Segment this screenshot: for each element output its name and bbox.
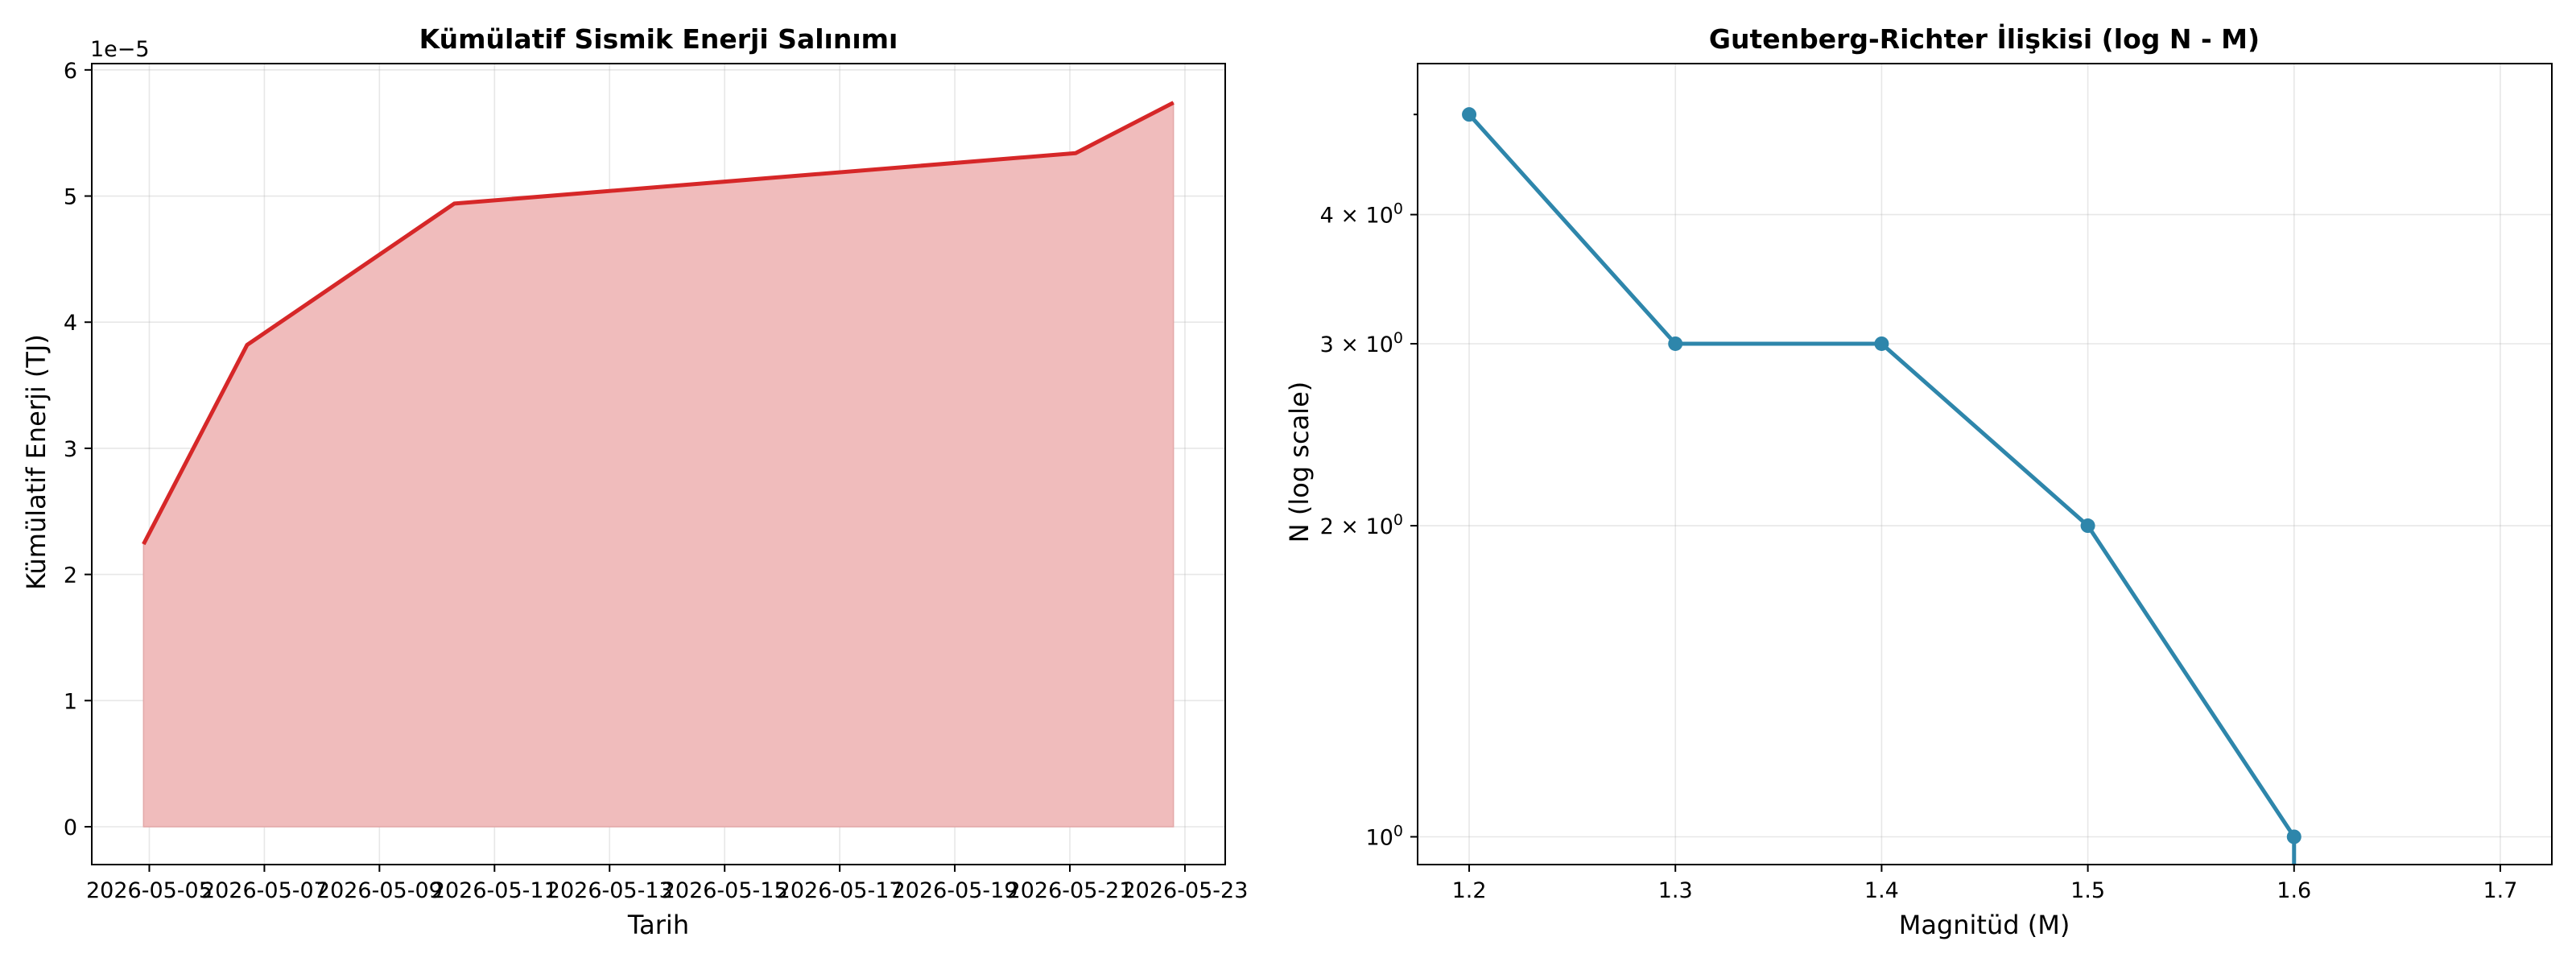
gr-data-point — [2080, 518, 2095, 534]
energy-y-tick-label: 5 — [64, 185, 77, 210]
energy-chart-xlabel: Tarih — [627, 910, 689, 940]
gr-y-tick-base: 10 — [1366, 332, 1393, 357]
gr-points — [1462, 107, 2301, 865]
energy-line — [142, 101, 1174, 546]
energy-chart-ticks: 2026-05-052026-05-072026-05-092026-05-11… — [64, 59, 1249, 903]
energy-y-offset-label: 1e−5 — [90, 37, 150, 62]
gr-y-tick-label: 2 × 100 — [1320, 511, 1403, 539]
gr-y-tick-mantissa: 2 × — [1320, 514, 1366, 539]
gr-data-point — [1874, 336, 1889, 351]
gr-chart-xlabel: Magnitüd (M) — [1899, 910, 2070, 940]
energy-chart: 2026-05-052026-05-072026-05-092026-05-11… — [21, 23, 1248, 940]
gr-data-point — [1668, 336, 1683, 351]
gr-y-tick-exponent: 0 — [1393, 823, 1403, 840]
energy-x-tick-label: 2026-05-23 — [1122, 878, 1249, 903]
gr-y-tick-mantissa: 4 × — [1320, 204, 1366, 229]
gr-y-tick-base: 10 — [1366, 514, 1393, 539]
gr-y-tick-exponent: 0 — [1393, 200, 1403, 218]
gr-y-tick-label: 4 × 100 — [1320, 200, 1403, 229]
energy-y-tick-label: 1 — [64, 689, 77, 714]
energy-chart-title: Kümülatif Sismik Enerji Salınımı — [419, 23, 898, 55]
energy-y-tick-label: 3 — [64, 437, 77, 462]
energy-x-tick-label: 2026-05-15 — [662, 878, 788, 903]
gr-y-tick-base: 10 — [1366, 204, 1393, 229]
energy-x-tick-label: 2026-05-07 — [201, 878, 328, 903]
gr-y-tick-label: 3 × 100 — [1320, 329, 1403, 357]
energy-y-tick-label: 4 — [64, 311, 77, 336]
gr-y-tick-label: 100 — [1366, 823, 1403, 851]
energy-y-tick-label: 2 — [64, 564, 77, 588]
gr-data-point — [1462, 107, 1477, 122]
energy-x-tick-label: 2026-05-11 — [431, 878, 558, 903]
energy-x-tick-label: 2026-05-19 — [892, 878, 1018, 903]
energy-chart-ylabel: Kümülatif Enerji (TJ) — [21, 334, 52, 590]
energy-x-tick-label: 2026-05-05 — [86, 878, 213, 903]
gr-x-tick-label: 1.5 — [2070, 878, 2105, 903]
gr-y-tick-exponent: 0 — [1393, 329, 1403, 347]
gr-x-tick-label: 1.6 — [2277, 878, 2311, 903]
gr-chart-ylabel: N (log scale) — [1284, 382, 1315, 543]
gr-x-tick-label: 1.4 — [1864, 878, 1899, 903]
gr-x-tick-label: 1.2 — [1452, 878, 1487, 903]
energy-y-tick-label: 0 — [64, 815, 77, 840]
energy-chart-frame — [91, 63, 1226, 865]
energy-x-tick-label: 2026-05-09 — [316, 878, 443, 903]
energy-y-tick-label: 6 — [64, 59, 77, 84]
energy-x-tick-label: 2026-05-17 — [777, 878, 903, 903]
gr-x-tick-label: 1.7 — [2483, 878, 2517, 903]
gr-x-tick-label: 1.3 — [1658, 878, 1693, 903]
gr-chart-grid — [1418, 64, 2552, 865]
energy-x-tick-label: 2026-05-21 — [1007, 878, 1133, 903]
gr-y-tick-exponent: 0 — [1393, 511, 1403, 529]
energy-x-tick-label: 2026-05-13 — [547, 878, 673, 903]
gr-y-tick-mantissa: 3 × — [1320, 332, 1366, 357]
gr-data-point — [2286, 829, 2301, 844]
gr-chart-frame — [1417, 63, 2553, 865]
gr-chart-title: Gutenberg-Richter İlişkisi (log N - M) — [1709, 23, 2260, 55]
gr-y-tick-base: 10 — [1366, 826, 1393, 851]
